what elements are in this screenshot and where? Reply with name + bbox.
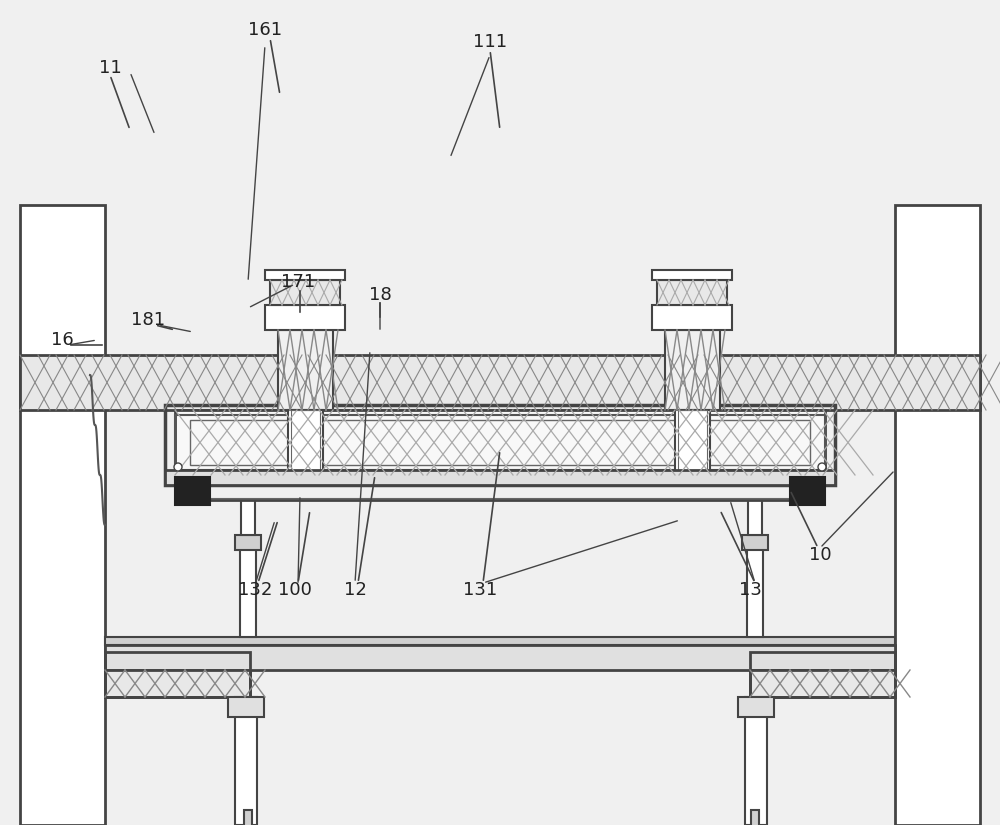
Bar [241, 495, 255, 535]
Bar [750, 652, 895, 697]
Bar [747, 542, 763, 637]
Bar [190, 420, 810, 465]
Text: 161: 161 [248, 21, 282, 39]
Bar [270, 280, 340, 305]
Bar [288, 410, 323, 485]
Bar [678, 410, 707, 485]
Bar [175, 410, 825, 475]
Text: 12: 12 [344, 581, 366, 599]
Bar [742, 535, 768, 550]
Circle shape [174, 463, 182, 471]
Bar [228, 697, 264, 717]
Bar [20, 205, 105, 825]
Bar [105, 637, 895, 645]
Text: 100: 100 [278, 581, 312, 599]
Bar [165, 405, 835, 485]
Bar [738, 697, 774, 717]
Text: 11: 11 [99, 59, 121, 77]
Bar [20, 355, 980, 410]
Bar [657, 280, 727, 305]
Bar [175, 415, 825, 470]
Text: 18: 18 [369, 286, 391, 304]
Bar [895, 205, 980, 825]
Bar [652, 270, 732, 280]
Bar [291, 410, 320, 485]
Bar [240, 542, 256, 637]
Bar [265, 270, 345, 280]
Bar [750, 670, 895, 697]
Text: 16: 16 [51, 331, 73, 349]
Text: 171: 171 [281, 273, 315, 291]
Text: 13: 13 [739, 581, 761, 599]
Bar [105, 652, 250, 697]
Bar [748, 495, 762, 535]
Bar [265, 305, 345, 330]
Text: 10: 10 [809, 546, 831, 564]
Bar [235, 535, 261, 550]
Bar [190, 482, 810, 500]
Bar [244, 810, 252, 825]
Bar [105, 645, 895, 670]
Text: 111: 111 [473, 33, 507, 51]
Bar [278, 330, 333, 410]
Text: 181: 181 [131, 311, 165, 329]
Bar [665, 330, 720, 410]
Bar [751, 810, 759, 825]
Circle shape [818, 463, 826, 471]
Bar [235, 697, 257, 825]
Bar [675, 410, 710, 485]
Bar [175, 477, 210, 505]
Bar [190, 484, 810, 498]
Bar [652, 305, 732, 330]
Text: 131: 131 [463, 581, 497, 599]
Text: 132: 132 [238, 581, 272, 599]
Bar [105, 670, 250, 697]
Bar [790, 477, 825, 505]
Bar [745, 697, 767, 825]
Bar [165, 470, 835, 485]
